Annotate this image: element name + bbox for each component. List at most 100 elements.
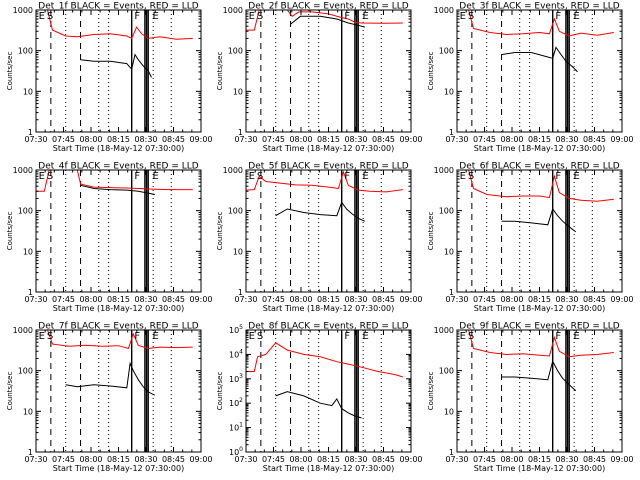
y-tick-label: 10	[444, 407, 454, 416]
interval-marker-label: F	[555, 331, 561, 342]
y-tick-label: 105	[229, 324, 243, 335]
interval-marker-label: S	[468, 331, 474, 342]
plot-frame	[35, 9, 202, 133]
panel-det-6f: Det_6f BLACK = Events, RED = LLD 1 10 100 10…	[427, 162, 634, 314]
series-group	[246, 342, 403, 419]
series-line-red	[457, 10, 614, 37]
interval-marker-label: E	[153, 11, 159, 22]
y-tick-label: 1000	[434, 326, 454, 335]
interval-marker-label: F	[344, 171, 350, 182]
x-tick-label: 08:30	[134, 295, 157, 304]
interval-marker-label: E	[574, 11, 580, 22]
series-line-black	[501, 359, 577, 392]
interval-marker-label: S	[257, 331, 263, 342]
interval-marker-label: S	[468, 171, 474, 182]
interval-marker-label: S	[257, 11, 263, 22]
x-tick-label: 09:00	[399, 455, 422, 464]
interval-marker-label: F	[555, 11, 561, 22]
series-group	[457, 330, 614, 392]
x-tick-label: 07:30	[445, 295, 468, 304]
x-tick-label: 08:30	[555, 295, 578, 304]
series-line-red	[36, 10, 193, 40]
y-axis-label: Counts/sec	[216, 212, 224, 251]
x-tick-label: 07:45	[52, 455, 75, 464]
x-axis-label: Start Time (18-May-12 07:30:00)	[263, 464, 394, 473]
interval-marker-label: F	[134, 331, 140, 342]
x-tick-label: 08:45	[372, 135, 395, 144]
interval-marker-label: E	[363, 11, 369, 22]
y-axis-label: Counts/sec	[6, 372, 14, 411]
panel-det-9f: Det_9f BLACK = Events, RED = LLD 1 10 100 10…	[427, 322, 634, 474]
y-tick-label: 100	[439, 47, 454, 56]
x-tick-label: 08:15	[528, 455, 551, 464]
x-tick-label: 09:00	[399, 295, 422, 304]
x-tick-label: 07:30	[24, 135, 47, 144]
interval-marker-label: F	[344, 11, 350, 22]
plot-frame	[456, 9, 623, 133]
panel-title: Det_9f BLACK = Events, RED = LLD	[459, 322, 619, 332]
x-axis-label: Start Time (18-May-12 07:30:00)	[474, 144, 605, 153]
x-tick-label: 08:00	[289, 455, 312, 464]
y-tick-label: 1	[28, 288, 33, 297]
interval-marker-label: F	[555, 171, 561, 182]
interval-marker-label: E	[363, 331, 369, 342]
x-tick-label: 08:00	[500, 135, 523, 144]
x-tick-label: 08:45	[372, 295, 395, 304]
x-tick-label: 08:15	[317, 455, 340, 464]
y-tick-label: 1000	[223, 6, 243, 15]
interval-marker-label: E	[363, 171, 369, 182]
series-group	[457, 170, 614, 233]
y-tick-label: 101	[229, 422, 243, 433]
x-tick-label: 08:15	[528, 135, 551, 144]
y-tick-label: 10	[23, 87, 33, 96]
x-tick-label: 09:00	[610, 295, 633, 304]
y-axis-label: Counts/sec	[427, 372, 435, 411]
plot-frame	[245, 9, 412, 133]
y-tick-label: 1000	[13, 6, 33, 15]
x-tick-label: 08:30	[344, 135, 367, 144]
series-line-black	[275, 201, 366, 222]
series-line-red	[246, 10, 403, 31]
plot-frame	[456, 329, 623, 453]
y-tick-label: 103	[229, 373, 243, 384]
x-tick-label: 07:30	[445, 455, 468, 464]
x-axis-label: Start Time (18-May-12 07:30:00)	[53, 464, 184, 473]
panel-title: Det_8f BLACK = Events, RED = LLD	[248, 322, 408, 332]
interval-marker-label: E	[39, 11, 45, 22]
y-axis-label: Counts/sec	[427, 52, 435, 91]
x-tick-label: 07:30	[234, 455, 257, 464]
interval-marker-label: S	[47, 171, 53, 182]
x-tick-label: 09:00	[189, 455, 212, 464]
x-tick-label: 08:00	[79, 295, 102, 304]
interval-marker-label: E	[574, 331, 580, 342]
x-tick-label: 08:15	[107, 295, 130, 304]
plot-frame	[35, 329, 202, 453]
interval-marker-label: E	[39, 171, 45, 182]
series-line-red	[36, 170, 193, 192]
interval-marker-label: E	[153, 171, 159, 182]
panel-title: Det_1f BLACK = Events, RED = LLD	[38, 2, 198, 12]
x-tick-label: 08:45	[583, 455, 606, 464]
plot-frame	[456, 169, 623, 293]
x-tick-label: 08:45	[372, 455, 395, 464]
series-line-black	[80, 184, 155, 195]
x-tick-label: 08:00	[79, 135, 102, 144]
interval-marker-label: E	[249, 331, 255, 342]
y-axis-label: Counts/sec	[6, 212, 14, 251]
x-tick-label: 09:00	[610, 455, 633, 464]
x-tick-label: 08:45	[162, 135, 185, 144]
y-tick-label: 10	[23, 247, 33, 256]
y-tick-label: 102	[229, 397, 243, 408]
interval-marker-label: S	[47, 11, 53, 22]
interval-marker-label: E	[460, 171, 466, 182]
series-group	[36, 330, 193, 396]
panel-det-4f: Det_4f BLACK = Events, RED = LLD 1 10 100 10…	[6, 162, 213, 314]
series-group	[36, 10, 193, 78]
x-axis-label: Start Time (18-May-12 07:30:00)	[263, 144, 394, 153]
interval-marker-label: E	[249, 171, 255, 182]
series-line-red	[246, 342, 403, 378]
x-tick-label: 07:45	[52, 135, 75, 144]
panel-title: Det_6f BLACK = Events, RED = LLD	[459, 162, 619, 172]
panel-title: Det_2f BLACK = Events, RED = LLD	[248, 2, 408, 12]
interval-marker-label: S	[47, 331, 53, 342]
